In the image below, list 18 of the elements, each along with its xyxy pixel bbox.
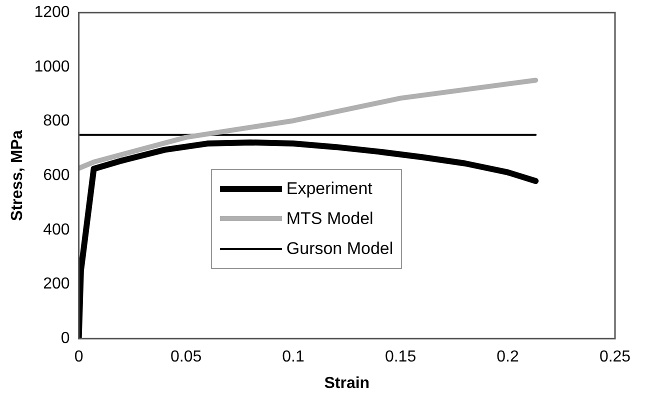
x-axis-title: Strain [324,374,370,392]
y-tick-label: 400 [43,221,70,238]
x-tick-label: 0.15 [384,348,416,366]
x-tick-label: 0.05 [170,348,202,366]
legend-label: Experiment [286,178,372,199]
y-tick-label: 1200 [34,4,70,22]
y-tick-label: 600 [43,167,70,184]
y-tick-label: 800 [43,112,70,130]
x-tick-label: 0 [74,348,84,366]
y-tick-label: 1000 [34,58,70,76]
y-tick-label: 0 [60,330,70,348]
x-tick-label: 0.1 [282,348,304,366]
x-tick-label: 0.25 [599,348,631,366]
legend-label: Gurson Model [286,238,394,259]
y-axis-title: Stress, MPa [9,130,26,221]
x-tick-label: 0.2 [496,348,519,366]
y-tick-label: 200 [43,276,70,293]
legend-label: MTS Model [286,208,374,229]
